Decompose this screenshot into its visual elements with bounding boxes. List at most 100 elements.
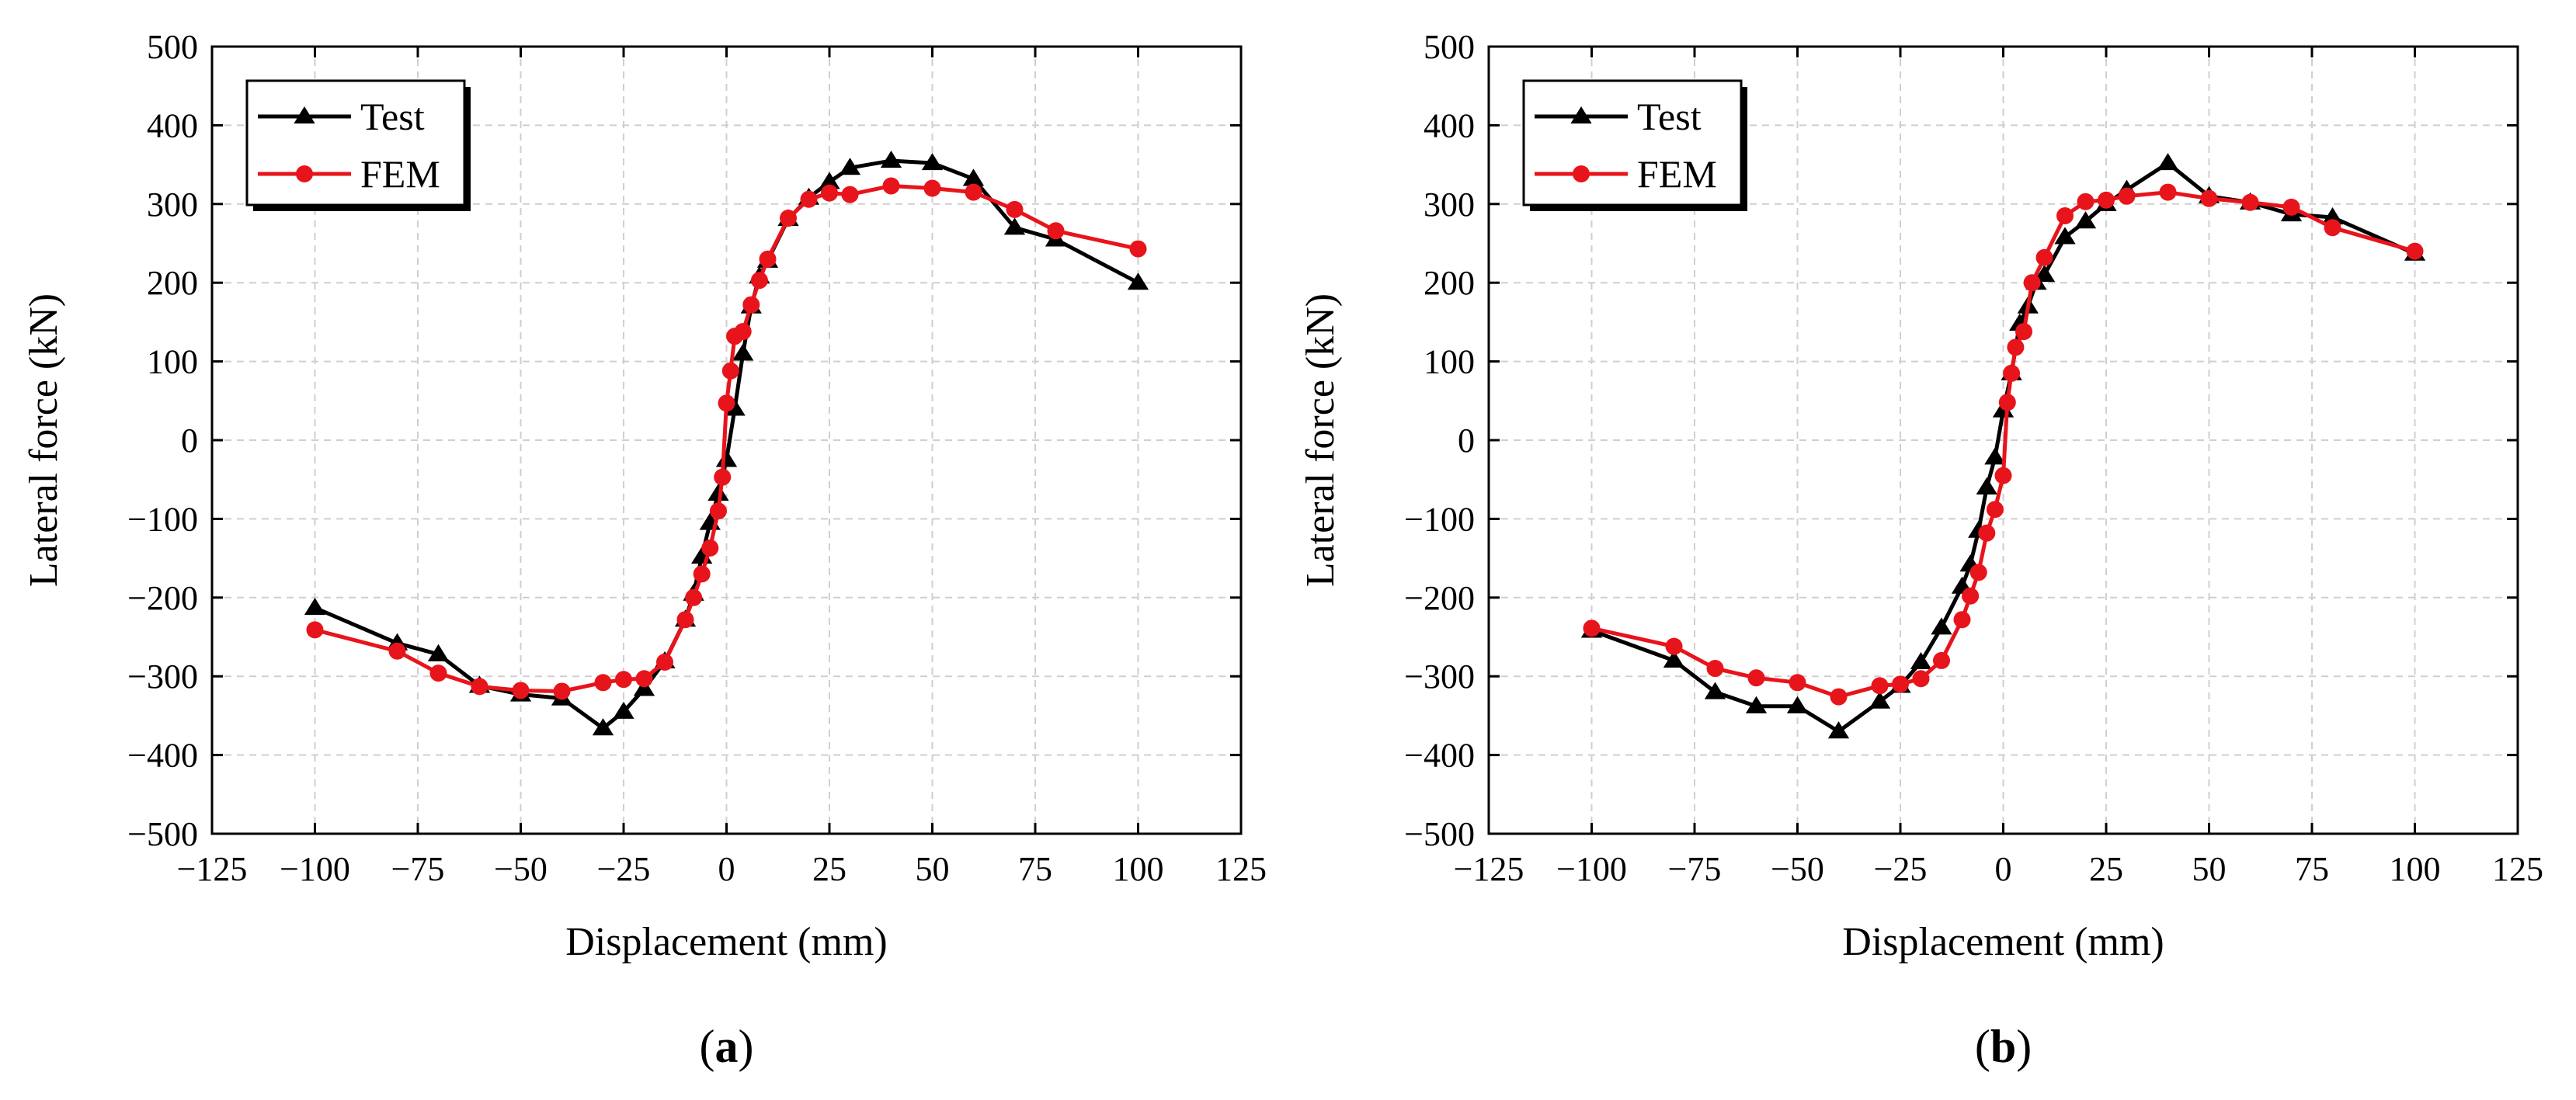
legend-entry-test: Test — [258, 95, 425, 138]
legend-entry-fem: FEM — [258, 152, 440, 196]
x-tick-label: −25 — [597, 850, 651, 888]
y-tick-label: 500 — [1424, 28, 1475, 66]
data-point-fem — [1969, 564, 1987, 581]
data-point-test — [1704, 682, 1726, 699]
legend-marker-fem — [1573, 165, 1590, 182]
data-point-test — [2054, 227, 2076, 245]
y-tick-label: 400 — [1424, 106, 1475, 144]
data-point-fem — [1962, 587, 1980, 605]
data-point-fem — [2241, 193, 2259, 211]
data-point-fem — [780, 210, 797, 227]
data-point-fem — [721, 362, 739, 380]
data-point-fem — [2406, 242, 2424, 260]
y-tick-label: −100 — [127, 500, 198, 538]
data-point-test — [613, 701, 634, 719]
data-point-test — [1745, 696, 1768, 713]
y-tick-label: 500 — [147, 28, 198, 66]
legend: Test FEM — [245, 79, 471, 211]
x-tick-label: 0 — [1995, 850, 2012, 888]
y-tick-label: 300 — [147, 186, 198, 224]
y-tick-label: −300 — [1404, 658, 1475, 696]
data-point-fem — [1129, 240, 1147, 258]
x-tick-label: −25 — [1874, 850, 1928, 888]
data-point-test — [1984, 447, 2006, 465]
data-point-fem — [306, 621, 324, 639]
data-point-fem — [615, 671, 632, 689]
panel-letter-a: a — [715, 1021, 739, 1072]
y-tick-label: 300 — [1424, 186, 1475, 224]
data-point-fem — [2159, 183, 2177, 201]
data-point-fem — [2324, 219, 2341, 237]
data-point-test — [1827, 721, 1850, 739]
y-tick-label: −200 — [127, 579, 198, 617]
data-point-fem — [841, 186, 859, 203]
x-tick-label: 75 — [1018, 850, 1052, 888]
y-tick-label: −500 — [127, 815, 198, 853]
panel-label-b: (b) — [1975, 1021, 2032, 1072]
data-point-fem — [1706, 660, 1724, 678]
data-point-fem — [2007, 338, 2025, 356]
data-point-test — [2321, 207, 2344, 225]
data-point-test — [2157, 153, 2179, 171]
legend-entry-test: Test — [1535, 95, 1702, 138]
x-tick-label: −125 — [1454, 850, 1524, 888]
y-tick-label: −500 — [1404, 815, 1475, 853]
y-tick-label: −400 — [127, 737, 198, 775]
x-tick-label: 50 — [2192, 850, 2227, 888]
data-point-fem — [1953, 611, 1971, 629]
data-point-test — [819, 172, 840, 189]
data-point-fem — [821, 184, 838, 202]
legend-label-fem: FEM — [360, 152, 440, 196]
chart-panel-b: −125 −100 −75 −50 −25 0 25 50 75 100 125 500 400 300 2… — [1298, 28, 2543, 1072]
y-tick-label: 400 — [147, 106, 198, 144]
x-tick-label: 125 — [1215, 850, 1267, 888]
x-tick-label: −50 — [494, 850, 548, 888]
x-tick-label: 25 — [812, 850, 846, 888]
data-point-fem — [965, 183, 982, 201]
legend-marker-test — [1570, 106, 1592, 124]
y-axis-title: Lateral force (kN) — [22, 293, 66, 587]
y-tick-label: −300 — [127, 658, 198, 696]
y-tick-label: −100 — [1404, 500, 1475, 538]
data-point-test — [1910, 651, 1932, 670]
data-point-fem — [594, 674, 612, 692]
y-tick-label: 0 — [1458, 422, 1475, 460]
data-point-fem — [2015, 323, 2032, 341]
x-axis-title: Displacement (mm) — [565, 920, 887, 964]
data-point-fem — [2282, 198, 2300, 216]
x-tick-label: −75 — [1668, 850, 1722, 888]
data-point-fem — [750, 272, 768, 290]
y-tick-label: −400 — [1404, 737, 1475, 775]
data-point-fem — [2003, 364, 2021, 382]
legend-marker-fem — [296, 165, 313, 182]
data-point-fem — [635, 670, 653, 688]
data-point-fem — [734, 323, 752, 341]
data-point-test — [880, 151, 902, 168]
y-tick-label: 200 — [147, 264, 198, 302]
legend-box — [245, 79, 466, 206]
panel-label-a: (a) — [700, 1021, 754, 1072]
data-point-fem — [553, 682, 571, 700]
data-point-fem — [1994, 467, 2012, 484]
data-point-fem — [2023, 274, 2041, 292]
data-point-fem — [1871, 677, 1889, 695]
data-point-fem — [1978, 524, 1996, 542]
data-point-fem — [1986, 501, 2004, 519]
data-point-fem — [2200, 189, 2218, 207]
plot-frame — [210, 45, 1243, 835]
panel-letter-b: b — [1990, 1021, 2016, 1072]
data-point-test — [2074, 211, 2097, 229]
data-point-test — [1869, 691, 1891, 709]
data-point-test — [732, 343, 754, 361]
data-point-fem — [676, 611, 694, 629]
legend-marker-test — [294, 106, 315, 124]
y-tick-label: −200 — [1404, 579, 1475, 617]
data-point-fem — [1933, 651, 1950, 669]
data-point-test — [839, 158, 861, 175]
legend-box — [1522, 79, 1743, 206]
x-tick-label: 100 — [1113, 850, 1164, 888]
legend-label-test: Test — [360, 95, 425, 138]
axis-ticks: −125 −100 −75 −50 −25 0 25 50 75 100 125 500 400 300 2… — [1404, 28, 2543, 888]
x-tick-label: 125 — [2492, 850, 2543, 888]
